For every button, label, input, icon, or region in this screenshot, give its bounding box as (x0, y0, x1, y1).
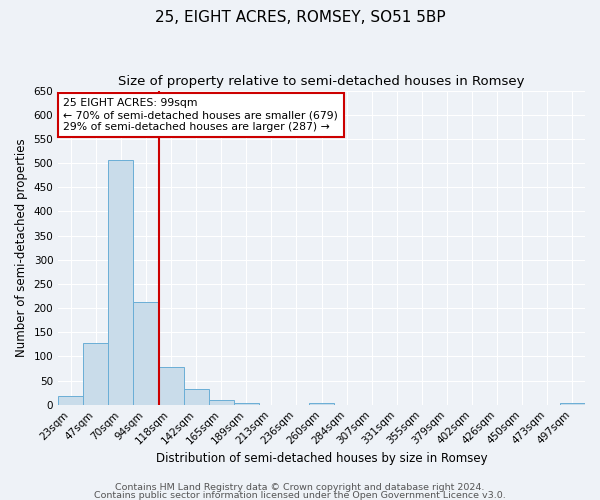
Y-axis label: Number of semi-detached properties: Number of semi-detached properties (15, 138, 28, 357)
Title: Size of property relative to semi-detached houses in Romsey: Size of property relative to semi-detach… (118, 75, 525, 88)
Bar (209, 400, 234, 404)
Bar (560, 403, 585, 404)
Text: 25 EIGHT ACRES: 99sqm
← 70% of semi-detached houses are smaller (679)
29% of sem: 25 EIGHT ACRES: 99sqm ← 70% of semi-deta… (64, 98, 338, 132)
Bar (58, 396, 83, 404)
Bar (158, 367, 184, 405)
X-axis label: Distribution of semi-detached houses by size in Romsey: Distribution of semi-detached houses by … (156, 452, 487, 465)
Text: Contains HM Land Registry data © Crown copyright and database right 2024.: Contains HM Land Registry data © Crown c… (115, 484, 485, 492)
Bar (83, 344, 109, 404)
Bar (133, 302, 158, 404)
Bar (309, 403, 334, 404)
Text: Contains public sector information licensed under the Open Government Licence v3: Contains public sector information licen… (94, 490, 506, 500)
Bar (234, 403, 259, 404)
Text: 25, EIGHT ACRES, ROMSEY, SO51 5BP: 25, EIGHT ACRES, ROMSEY, SO51 5BP (155, 10, 445, 25)
Bar (184, 390, 209, 404)
Bar (109, 160, 133, 404)
